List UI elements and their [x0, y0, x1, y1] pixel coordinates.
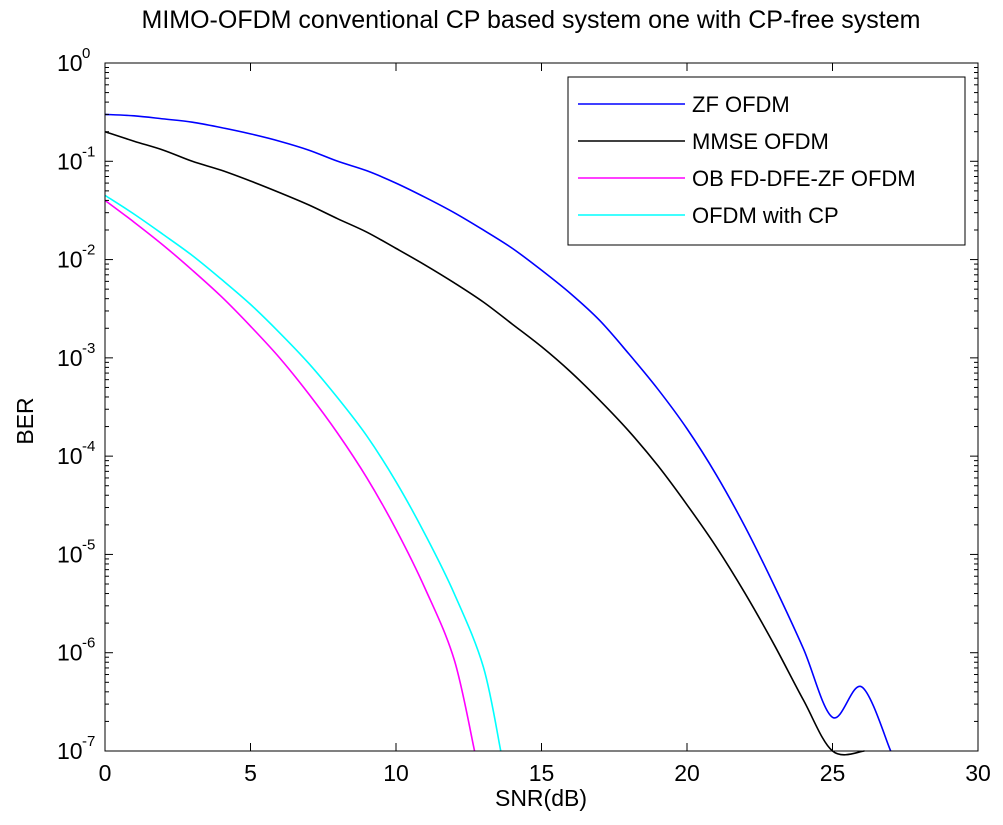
legend-label-3: OFDM with CP: [692, 203, 839, 228]
series-layer: [104, 113, 892, 756]
y-tick-label-base: 10: [57, 541, 83, 567]
x-tick-label: 20: [674, 760, 700, 786]
y-tick-label-exp: -3: [82, 340, 95, 357]
legend: ZF OFDM MMSE OFDM OB FD-DFE-ZF OFDM OFDM wi…: [567, 76, 966, 246]
y-tick-label-exp: -5: [82, 536, 95, 553]
y-tick-label-exp: -1: [82, 143, 95, 160]
y-axis-label: BER: [12, 397, 38, 444]
x-tick-label: 25: [820, 760, 846, 786]
legend-label-2: OB FD-DFE-ZF OFDM: [692, 166, 916, 191]
y-tick-label-exp: -4: [82, 438, 95, 455]
y-tick-label-exp: 0: [82, 45, 90, 62]
tick-layer: 0 5 10 15 20 25 3010-710-610-510-410-310-210-1…: [57, 45, 991, 786]
series-line-0: [104, 113, 892, 752]
y-tick-label-base: 10: [57, 247, 83, 273]
x-tick-label: 30: [965, 760, 991, 786]
x-axis-label: SNR(dB): [495, 785, 587, 811]
y-tick-label-base: 10: [57, 443, 83, 469]
x-tick-label: 0: [99, 760, 112, 786]
x-tick-label: 15: [529, 760, 555, 786]
legend-label-1: MMSE OFDM: [692, 129, 829, 154]
y-tick-label-base: 10: [57, 640, 83, 666]
y-tick-label-exp: -2: [82, 242, 95, 259]
legend-box: [567, 76, 966, 246]
y-tick-label-base: 10: [57, 148, 83, 174]
y-tick-label-exp: -7: [82, 733, 95, 750]
series-line-3: [104, 194, 502, 752]
legend-label-0: ZF OFDM: [692, 92, 790, 117]
series-line-1: [104, 130, 865, 756]
y-tick-label-exp: -6: [82, 635, 95, 652]
series-line-2: [104, 199, 476, 752]
x-tick-label: 5: [244, 760, 257, 786]
chart-title: MIMO-OFDM conventional CP based system o…: [142, 6, 921, 34]
y-tick-label-base: 10: [57, 50, 83, 76]
y-tick-label-base: 10: [57, 738, 83, 764]
plot-frame: [104, 62, 979, 752]
y-tick-label-base: 10: [57, 345, 83, 371]
x-tick-label: 10: [383, 760, 409, 786]
